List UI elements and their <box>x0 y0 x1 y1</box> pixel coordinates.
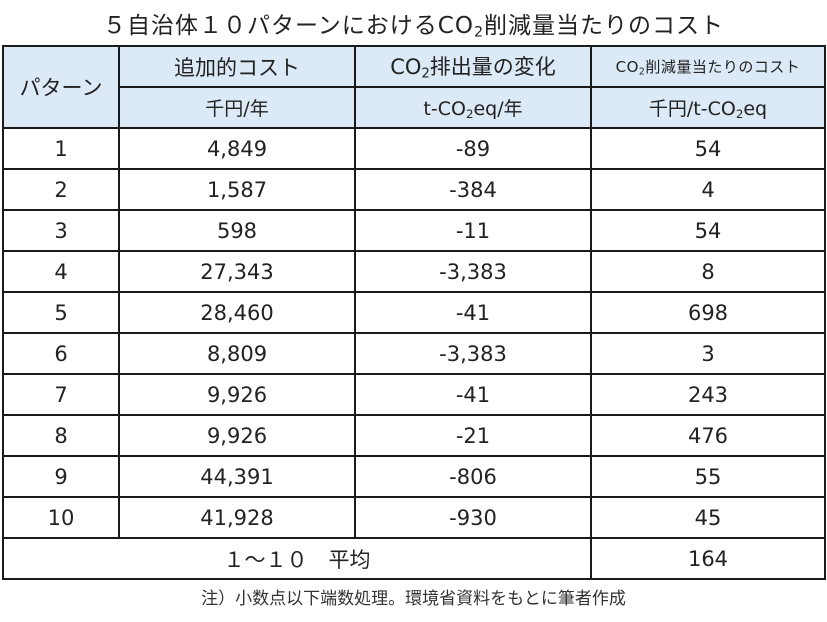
title-subscript: 2 <box>473 24 485 41</box>
cell-co2-change: -806 <box>354 455 592 498</box>
cell-co2-change: -384 <box>354 168 592 211</box>
unit-co2-change-suffix: eq/年 <box>473 98 523 120</box>
average-label: １～１０ 平均 <box>2 537 592 580</box>
cell-cost-per-co2: 8 <box>590 250 826 293</box>
header-cost-per-co2-suffix: 削減量当たりのコスト <box>645 57 801 76</box>
cell-co2-change: -41 <box>354 291 592 334</box>
cell-co2-change: -89 <box>354 127 592 170</box>
table-row: 1 4,849 -89 54 <box>2 127 826 170</box>
title-text-suffix: 削減量当たりのコスト <box>484 13 725 39</box>
header-pattern: パターン <box>2 45 120 129</box>
table-row: 9 44,391 -806 55 <box>2 455 826 498</box>
cell-pattern: 1 <box>2 127 120 170</box>
cell-cost: 41,928 <box>118 496 356 539</box>
cell-cost-per-co2: 3 <box>590 332 826 375</box>
cost-table: パターン 追加的コスト CO2排出量の変化 CO2削減量当たりのコスト 千円/年… <box>2 45 826 580</box>
cell-cost-per-co2: 698 <box>590 291 826 334</box>
table-row: 10 41,928 -930 45 <box>2 496 826 539</box>
title-text: ５自治体１０パターンにおけるCO <box>102 13 474 39</box>
cell-co2-change: -3,383 <box>354 250 592 293</box>
unit-cost-per-co2-suffix: eq <box>743 98 768 120</box>
header-additional-cost: 追加的コスト <box>118 45 356 88</box>
cell-cost-per-co2: 476 <box>590 414 826 457</box>
cell-cost: 28,460 <box>118 291 356 334</box>
cell-pattern: 5 <box>2 291 120 334</box>
cell-cost-per-co2: 54 <box>590 127 826 170</box>
average-value: 164 <box>590 537 826 580</box>
cell-cost: 27,343 <box>118 250 356 293</box>
cell-cost: 8,809 <box>118 332 356 375</box>
cell-co2-change: -41 <box>354 373 592 416</box>
header-co2-change-suffix: 排出量の変化 <box>429 55 556 80</box>
header-co2-change-prefix: CO <box>390 55 422 80</box>
cell-co2-change: -930 <box>354 496 592 539</box>
cell-pattern: 2 <box>2 168 120 211</box>
unit-cost-per-co2: 千円/t-CO2eq <box>590 86 826 129</box>
cell-pattern: 9 <box>2 455 120 498</box>
cell-co2-change: -11 <box>354 209 592 252</box>
cell-cost: 1,587 <box>118 168 356 211</box>
table-row: 6 8,809 -3,383 3 <box>2 332 826 375</box>
header-cost-per-co2-sub: 2 <box>638 66 646 78</box>
table-row: 3 598 -11 54 <box>2 209 826 252</box>
unit-co2-change-prefix: t-CO <box>423 98 466 120</box>
cell-cost: 9,926 <box>118 414 356 457</box>
cell-cost-per-co2: 4 <box>590 168 826 211</box>
unit-co2-change-sub: 2 <box>465 106 474 121</box>
cell-pattern: 8 <box>2 414 120 457</box>
cell-cost: 4,849 <box>118 127 356 170</box>
cell-pattern: 7 <box>2 373 120 416</box>
cell-pattern: 3 <box>2 209 120 252</box>
header-cost-per-co2-prefix: CO <box>615 57 639 76</box>
table-row: 2 1,587 -384 4 <box>2 168 826 211</box>
table-row: 4 27,343 -3,383 8 <box>2 250 826 293</box>
footnote: 注）小数点以下端数処理。環境省資料をもとに筆者作成 <box>201 589 626 609</box>
cell-cost: 44,391 <box>118 455 356 498</box>
cell-cost-per-co2: 55 <box>590 455 826 498</box>
cell-pattern: 10 <box>2 496 120 539</box>
cell-cost-per-co2: 243 <box>590 373 826 416</box>
table-row: 5 28,460 -41 698 <box>2 291 826 334</box>
unit-cost-per-co2-prefix: 千円/t-CO <box>648 98 736 120</box>
cell-cost-per-co2: 54 <box>590 209 826 252</box>
cell-pattern: 4 <box>2 250 120 293</box>
cell-cost: 9,926 <box>118 373 356 416</box>
unit-co2-change: t-CO2eq/年 <box>354 86 592 129</box>
table-title: ５自治体１０パターンにおけるCO2削減量当たりのコスト <box>0 6 827 41</box>
average-row: １～１０ 平均 164 <box>2 537 826 580</box>
table-row: 8 9,926 -21 476 <box>2 414 826 457</box>
cell-co2-change: -21 <box>354 414 592 457</box>
header-co2-change-sub: 2 <box>421 66 430 82</box>
header-co2-change: CO2排出量の変化 <box>354 45 592 88</box>
unit-cost-per-co2-sub: 2 <box>735 106 744 121</box>
unit-additional-cost: 千円/年 <box>118 86 356 129</box>
header-cost-per-co2: CO2削減量当たりのコスト <box>590 45 826 88</box>
table-row: 7 9,926 -41 243 <box>2 373 826 416</box>
cell-cost-per-co2: 45 <box>590 496 826 539</box>
cell-co2-change: -3,383 <box>354 332 592 375</box>
cell-pattern: 6 <box>2 332 120 375</box>
cell-cost: 598 <box>118 209 356 252</box>
